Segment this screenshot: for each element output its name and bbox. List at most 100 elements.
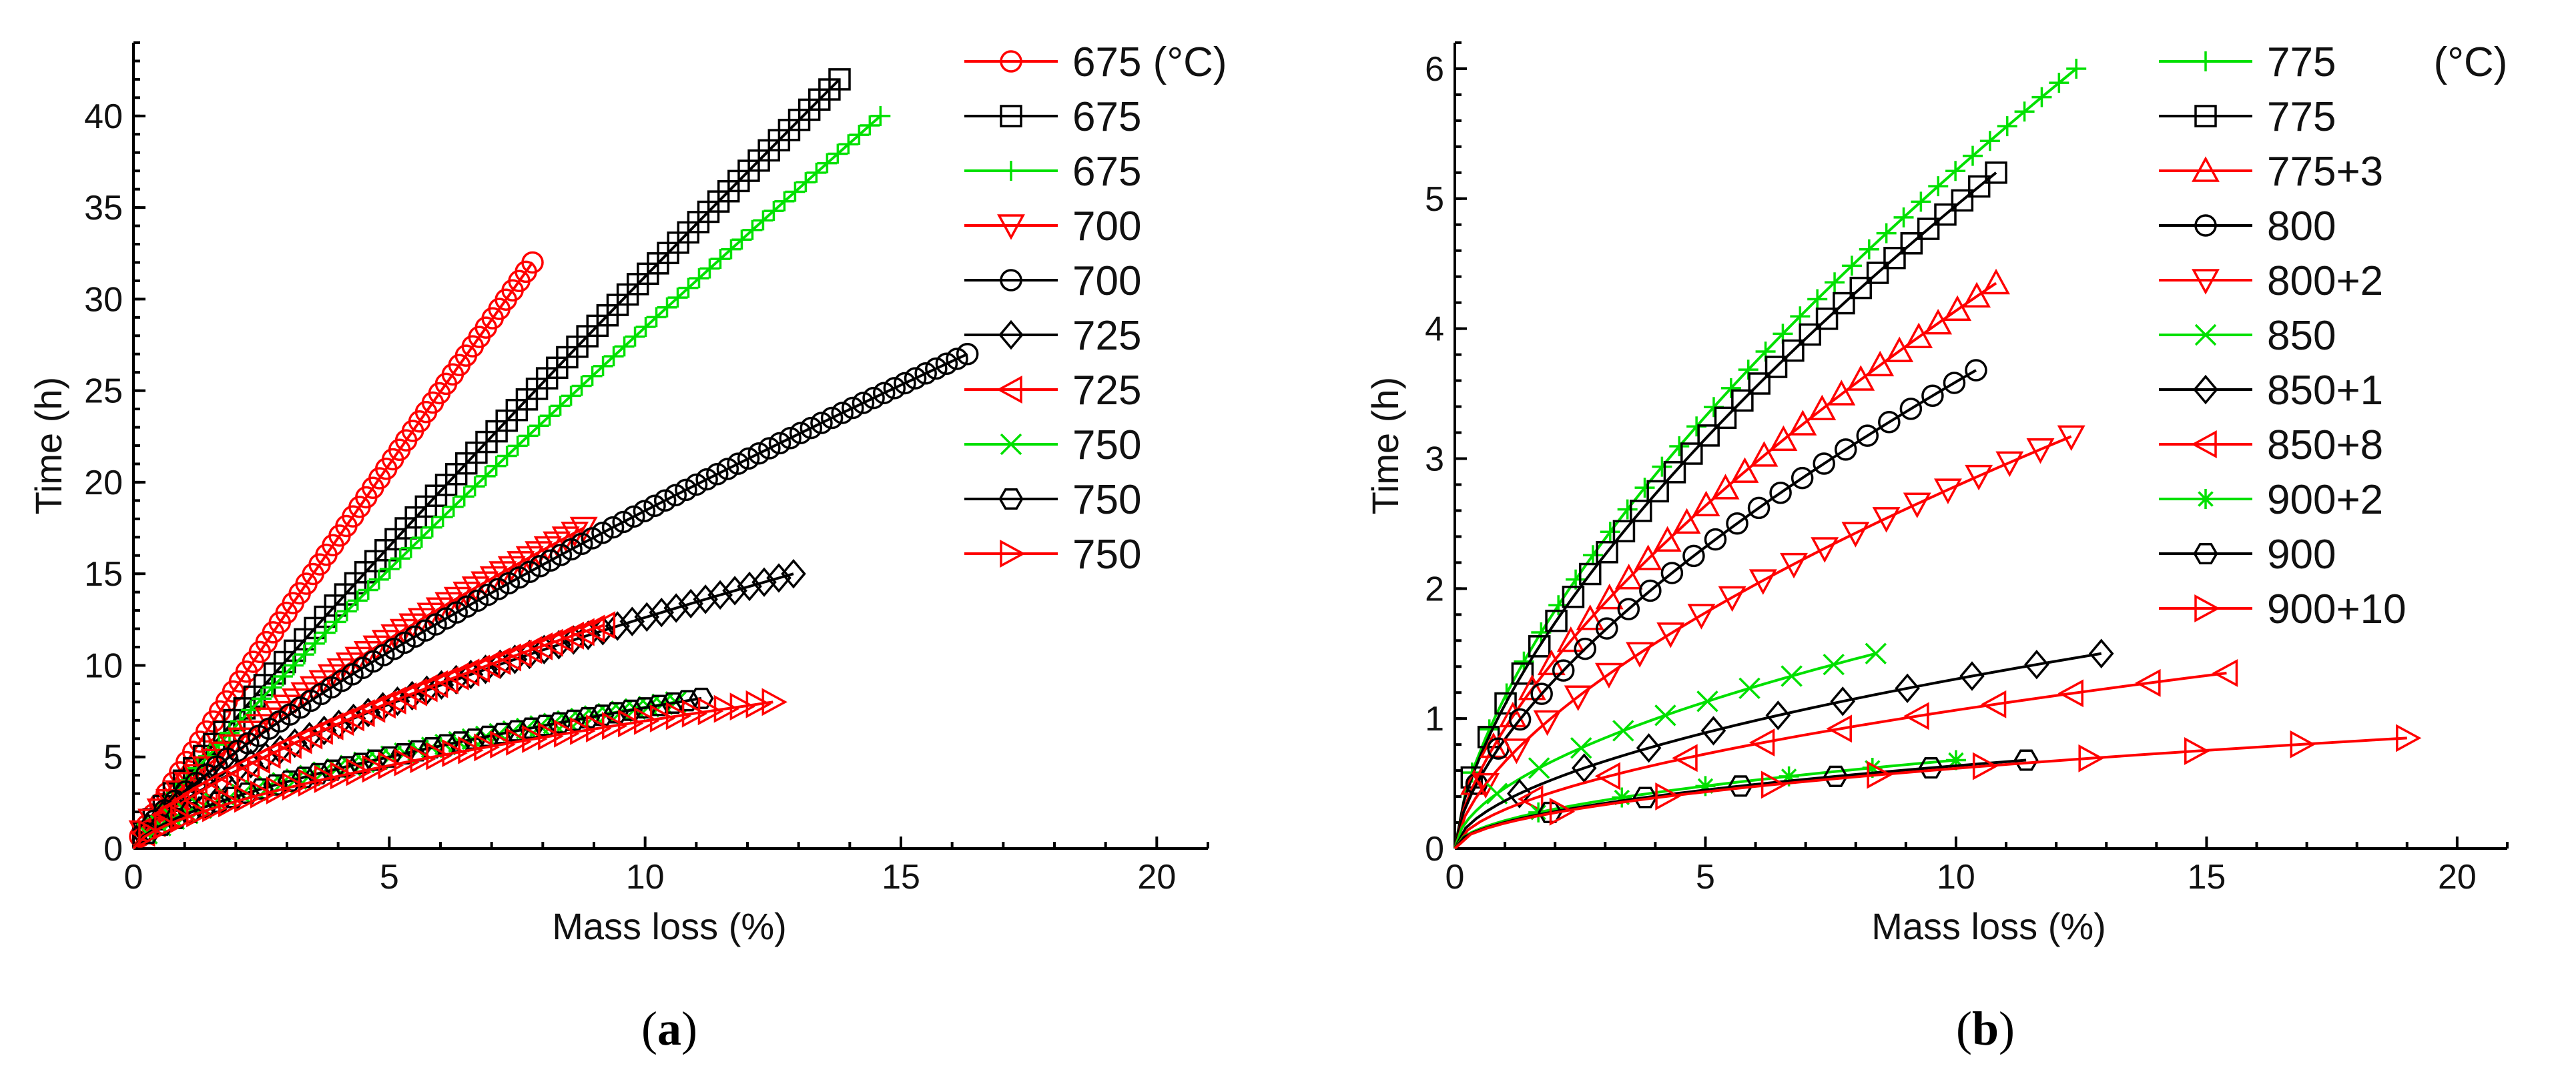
data-point	[1933, 478, 1962, 504]
data-point	[2049, 73, 2069, 93]
data-point	[603, 346, 624, 367]
data-point	[1799, 323, 1821, 346]
chart-panel-b: 0 5 10 15 20 0 1 2 3 4 5 6 Mass loss (%) Time (h) (b) 7…	[1364, 39, 2509, 1055]
data-point	[464, 654, 490, 683]
legend-label: 675	[1072, 94, 1141, 140]
data-point	[1943, 372, 1966, 394]
data-point	[1982, 268, 2010, 295]
data-point	[1779, 766, 1799, 786]
data-point	[1663, 461, 1686, 484]
data-point	[476, 583, 499, 606]
data-point	[602, 712, 628, 740]
data-point	[508, 566, 531, 589]
data-point	[727, 452, 749, 475]
data-point	[349, 699, 375, 727]
x-tick-label: 5	[1696, 858, 1715, 897]
legend-label: 900+2	[2267, 477, 2383, 523]
data-point	[693, 584, 718, 614]
data-point	[1866, 350, 1895, 377]
data-point	[422, 517, 442, 538]
data-point	[925, 357, 948, 380]
data-point	[1545, 609, 1568, 632]
data-point	[495, 643, 522, 672]
data-point	[678, 278, 699, 298]
data-point	[589, 611, 616, 640]
data-point	[664, 484, 687, 507]
data-point	[219, 722, 240, 743]
data-point	[753, 210, 773, 231]
legend-marker	[1000, 433, 1022, 456]
data-point	[1669, 436, 1690, 457]
data-point	[1823, 765, 1849, 787]
legend-entry: 775	[2159, 94, 2336, 140]
data-point	[1750, 441, 1779, 467]
data-point	[1656, 622, 1685, 648]
legend-label: 850	[2267, 313, 2336, 359]
data-point	[1764, 356, 1788, 378]
series-a-6	[129, 611, 616, 850]
data-point	[935, 352, 958, 375]
data-point	[453, 658, 480, 687]
data-point	[956, 342, 979, 366]
data-point	[619, 606, 645, 636]
y-tick-label: 20	[84, 464, 123, 502]
data-point	[1646, 480, 1669, 503]
legend-label: 700	[1072, 203, 1141, 249]
data-point	[603, 702, 629, 724]
x-tick-label: 5	[380, 858, 399, 897]
y-tick-label: 1	[1425, 700, 1444, 738]
data-point	[549, 544, 573, 566]
data-point	[1672, 744, 1698, 772]
data-point	[1825, 272, 1845, 293]
data-point	[643, 494, 666, 517]
data-point	[1556, 626, 1585, 652]
data-point	[742, 219, 763, 240]
data-point	[1653, 526, 1682, 552]
data-point	[820, 406, 844, 430]
legend-label: 850+8	[2267, 422, 2383, 468]
data-point	[713, 694, 740, 723]
data-point	[218, 789, 244, 818]
data-point	[266, 776, 292, 804]
y-tick-label: 5	[103, 738, 123, 777]
data-point	[135, 823, 160, 845]
data-point	[731, 229, 752, 250]
data-point	[475, 466, 496, 486]
series-b-1	[1454, 161, 2007, 849]
data-point	[1748, 569, 1777, 595]
data-point	[1965, 359, 1987, 382]
data-point	[681, 699, 708, 728]
legend-marker	[1000, 269, 1022, 292]
data-point	[685, 473, 708, 496]
data-point	[1867, 760, 1893, 789]
x-tick-label: 20	[2438, 858, 2477, 897]
data-point	[605, 611, 631, 641]
data-point	[404, 740, 430, 762]
data-point	[1921, 384, 1944, 407]
data-point	[781, 558, 806, 589]
data-point	[497, 446, 517, 466]
legend-entry: 775+3	[2159, 149, 2383, 195]
data-point	[612, 510, 635, 534]
data-point	[1924, 308, 1953, 335]
series-line	[1454, 758, 2027, 850]
data-point	[426, 742, 452, 770]
series-line	[1454, 652, 2102, 849]
data-point	[1980, 690, 2007, 718]
legend-marker	[998, 488, 1024, 510]
data-point	[1934, 203, 1957, 226]
data-point	[1918, 757, 1943, 779]
data-point	[1862, 758, 1883, 778]
data-point	[1856, 424, 1879, 447]
data-point	[625, 326, 645, 347]
legend-marker	[997, 214, 1025, 240]
data-point	[304, 633, 325, 654]
data-point	[380, 686, 406, 714]
data-point	[2135, 668, 2161, 697]
data-point	[2212, 659, 2238, 687]
data-point	[716, 458, 739, 480]
data-point	[234, 784, 260, 813]
data-point	[1903, 492, 1931, 518]
data-point	[1945, 750, 1966, 770]
y-axis-label: Time (h)	[1364, 377, 1406, 514]
